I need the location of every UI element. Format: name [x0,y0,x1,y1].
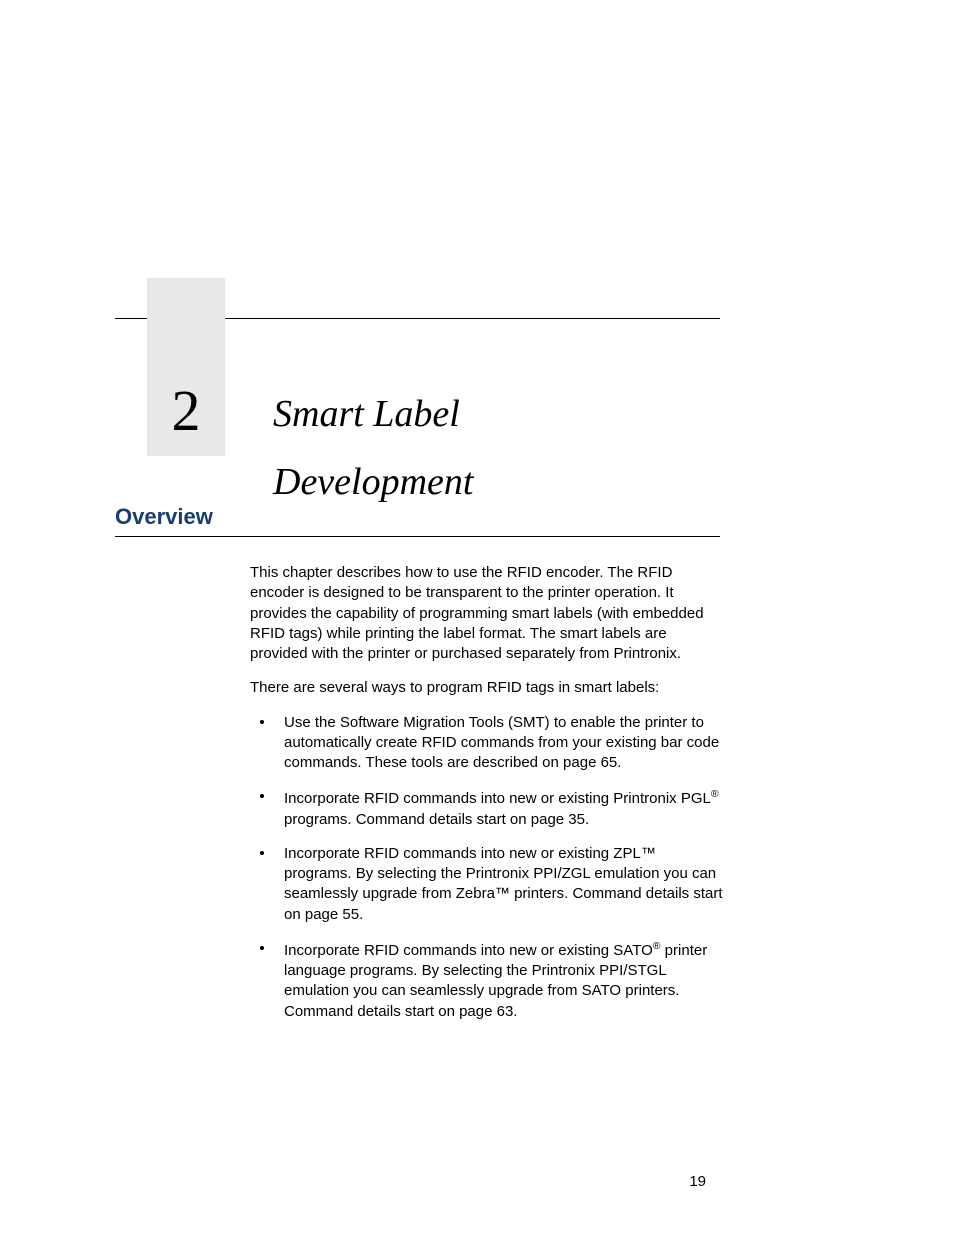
paragraph-intro: This chapter describes how to use the RF… [250,563,725,664]
list-item: Incorporate RFID commands into new or ex… [250,939,725,1022]
bullet-icon [260,946,264,950]
chapter-title: Smart Label Development [273,380,473,517]
list-item: Incorporate RFID commands into new or ex… [250,787,725,830]
bullet-icon [260,794,264,798]
chapter-number-box: 2 [147,278,225,456]
chapter-title-line2: Development [273,461,473,503]
page-number: 19 [689,1173,706,1190]
list-item: Incorporate RFID commands into new or ex… [250,844,725,925]
bullet-text: Incorporate RFID commands into new or ex… [284,790,719,827]
paragraph-lead: There are several ways to program RFID t… [250,678,725,698]
list-item: Use the Software Migration Tools (SMT) t… [250,713,725,774]
chapter-number: 2 [172,377,201,444]
bullet-text: Use the Software Migration Tools (SMT) t… [284,714,719,772]
bullet-list: Use the Software Migration Tools (SMT) t… [250,713,725,1022]
page-container: 2 Smart Label Development Overview This … [0,0,954,1235]
bullet-text: Incorporate RFID commands into new or ex… [284,845,723,923]
section-rule [115,536,720,537]
bullet-icon [260,851,264,855]
bullet-icon [260,720,264,724]
body-text: This chapter describes how to use the RF… [250,563,725,1022]
bullet-text: Incorporate RFID commands into new or ex… [284,942,707,1020]
chapter-title-line1: Smart Label [273,393,460,435]
